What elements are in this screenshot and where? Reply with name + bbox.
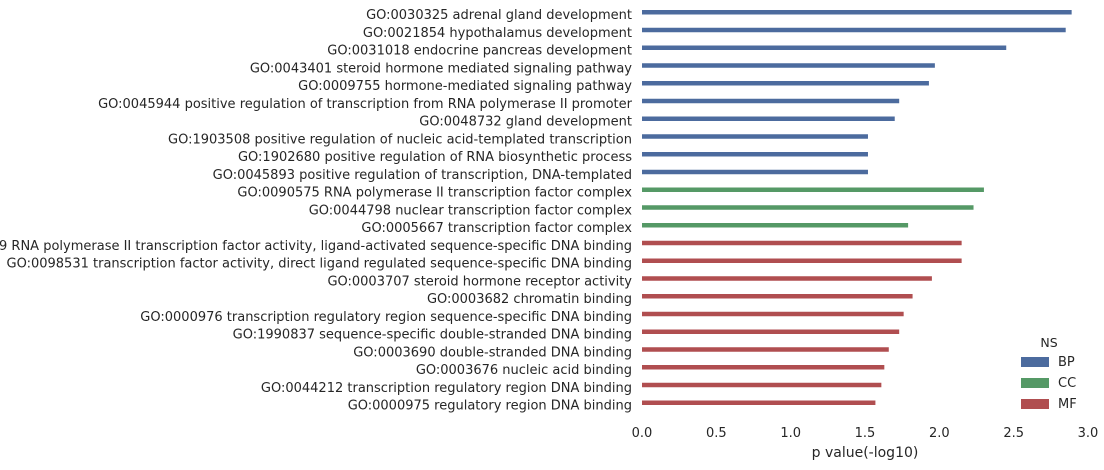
x-tick-label: 1.5	[855, 426, 876, 441]
y-tick-label: GO:0003676 nucleic acid binding	[416, 363, 632, 378]
y-tick-label: GO:0044798 nuclear transcription factor …	[309, 203, 633, 218]
bar-bp-9	[642, 152, 868, 157]
bar-bp-3	[642, 45, 1007, 50]
bar-cc-12	[642, 205, 974, 210]
bar-mf-19	[642, 329, 900, 334]
y-tick-label: GO:0045893 positive regulation of transc…	[213, 168, 632, 183]
y-tick-label: GO:0003682 chromatin binding	[427, 292, 632, 307]
bar-mf-18	[642, 311, 904, 317]
legend-label-mf: MF	[1058, 397, 1077, 412]
bar-bp-4	[642, 63, 935, 68]
y-tick-label: GO:0003707 steroid hormone receptor acti…	[327, 274, 632, 289]
bar-mf-17	[642, 294, 913, 299]
bar-mf-14	[642, 240, 962, 246]
bar-bp-1	[642, 10, 1072, 15]
bar-bp-5	[642, 81, 929, 86]
y-tick-label: GO:0005667 transcription factor complex	[361, 221, 632, 236]
y-tick-label: GO:1903508 positive regulation of nuclei…	[168, 132, 632, 147]
bar-bp-7	[642, 116, 895, 121]
bar-bp-2	[642, 27, 1066, 33]
y-tick-label: GO:0009755 hormone-mediated signaling pa…	[298, 79, 632, 94]
bar-mf-22	[642, 382, 882, 388]
x-tick-label: 1.0	[780, 426, 801, 441]
bar-mf-16	[642, 276, 932, 281]
x-tick-label: 3.0	[1078, 426, 1099, 441]
bar-mf-20	[642, 347, 889, 352]
legend-swatch-mf	[1021, 399, 1049, 409]
y-tick-label: GO:0003690 double-stranded DNA binding	[353, 345, 632, 360]
bar-cc-13	[642, 223, 909, 228]
legend-label-cc: CC	[1058, 376, 1076, 391]
x-tick-label: 0.5	[706, 426, 727, 441]
y-tick-label: GO:0031018 endocrine pancreas developmen…	[327, 44, 632, 59]
x-tick-labels: 0.0 0.5 1.0 1.5 2.0 2.5 3.0	[632, 426, 1099, 441]
bar-cc-11	[642, 187, 984, 192]
bar-bp-6	[642, 98, 900, 104]
y-tick-label: GO:1990837 sequence-specific double-stra…	[233, 328, 632, 343]
legend-swatch-bp	[1021, 357, 1049, 367]
legend-label-bp: BP	[1058, 355, 1075, 370]
x-tick-label: 2.0	[929, 426, 950, 441]
y-tick-label: GO:1902680 positive regulation of RNA bi…	[238, 150, 632, 165]
bar-mf-23	[642, 400, 876, 405]
legend: NS BP CC MF	[1021, 335, 1077, 412]
y-tick-label: GO:0044212 transcription regulatory regi…	[261, 381, 632, 396]
y-tick-label: GO:0030325 adrenal gland development	[366, 8, 632, 23]
y-tick-labels: GO:0030325 adrenal gland development GO:0…	[0, 8, 633, 414]
y-tick-label: GO:0000976 transcription regulatory regi…	[140, 310, 632, 325]
bar-mf-21	[642, 365, 885, 370]
y-tick-label: GO:0004879 RNA polymerase II transcripti…	[0, 239, 632, 254]
bar-bp-8	[642, 134, 868, 139]
x-tick-label: 2.5	[1003, 426, 1024, 441]
y-tick-label: GO:0021854 hypothalamus development	[363, 26, 632, 41]
y-tick-label: GO:0000975 regulatory region DNA binding	[348, 399, 632, 414]
bar-mf-15	[642, 258, 962, 263]
y-tick-label: GO:0045944 positive regulation of transc…	[98, 97, 633, 112]
x-axis-label: p value(-log10)	[812, 445, 919, 461]
x-tick-label: 0.0	[632, 426, 653, 441]
legend-title: NS	[1040, 335, 1057, 350]
y-tick-label: GO:0043401 steroid hormone mediated sign…	[250, 61, 632, 76]
y-tick-label: GO:0098531 transcription factor activity…	[7, 257, 632, 272]
bar-bp-10	[642, 169, 868, 175]
y-tick-label: GO:0048732 gland development	[419, 115, 632, 130]
y-tick-label: GO:0090575 RNA polymerase II transcripti…	[237, 186, 632, 201]
bars-layer	[642, 10, 1072, 405]
legend-swatch-cc	[1021, 378, 1049, 388]
